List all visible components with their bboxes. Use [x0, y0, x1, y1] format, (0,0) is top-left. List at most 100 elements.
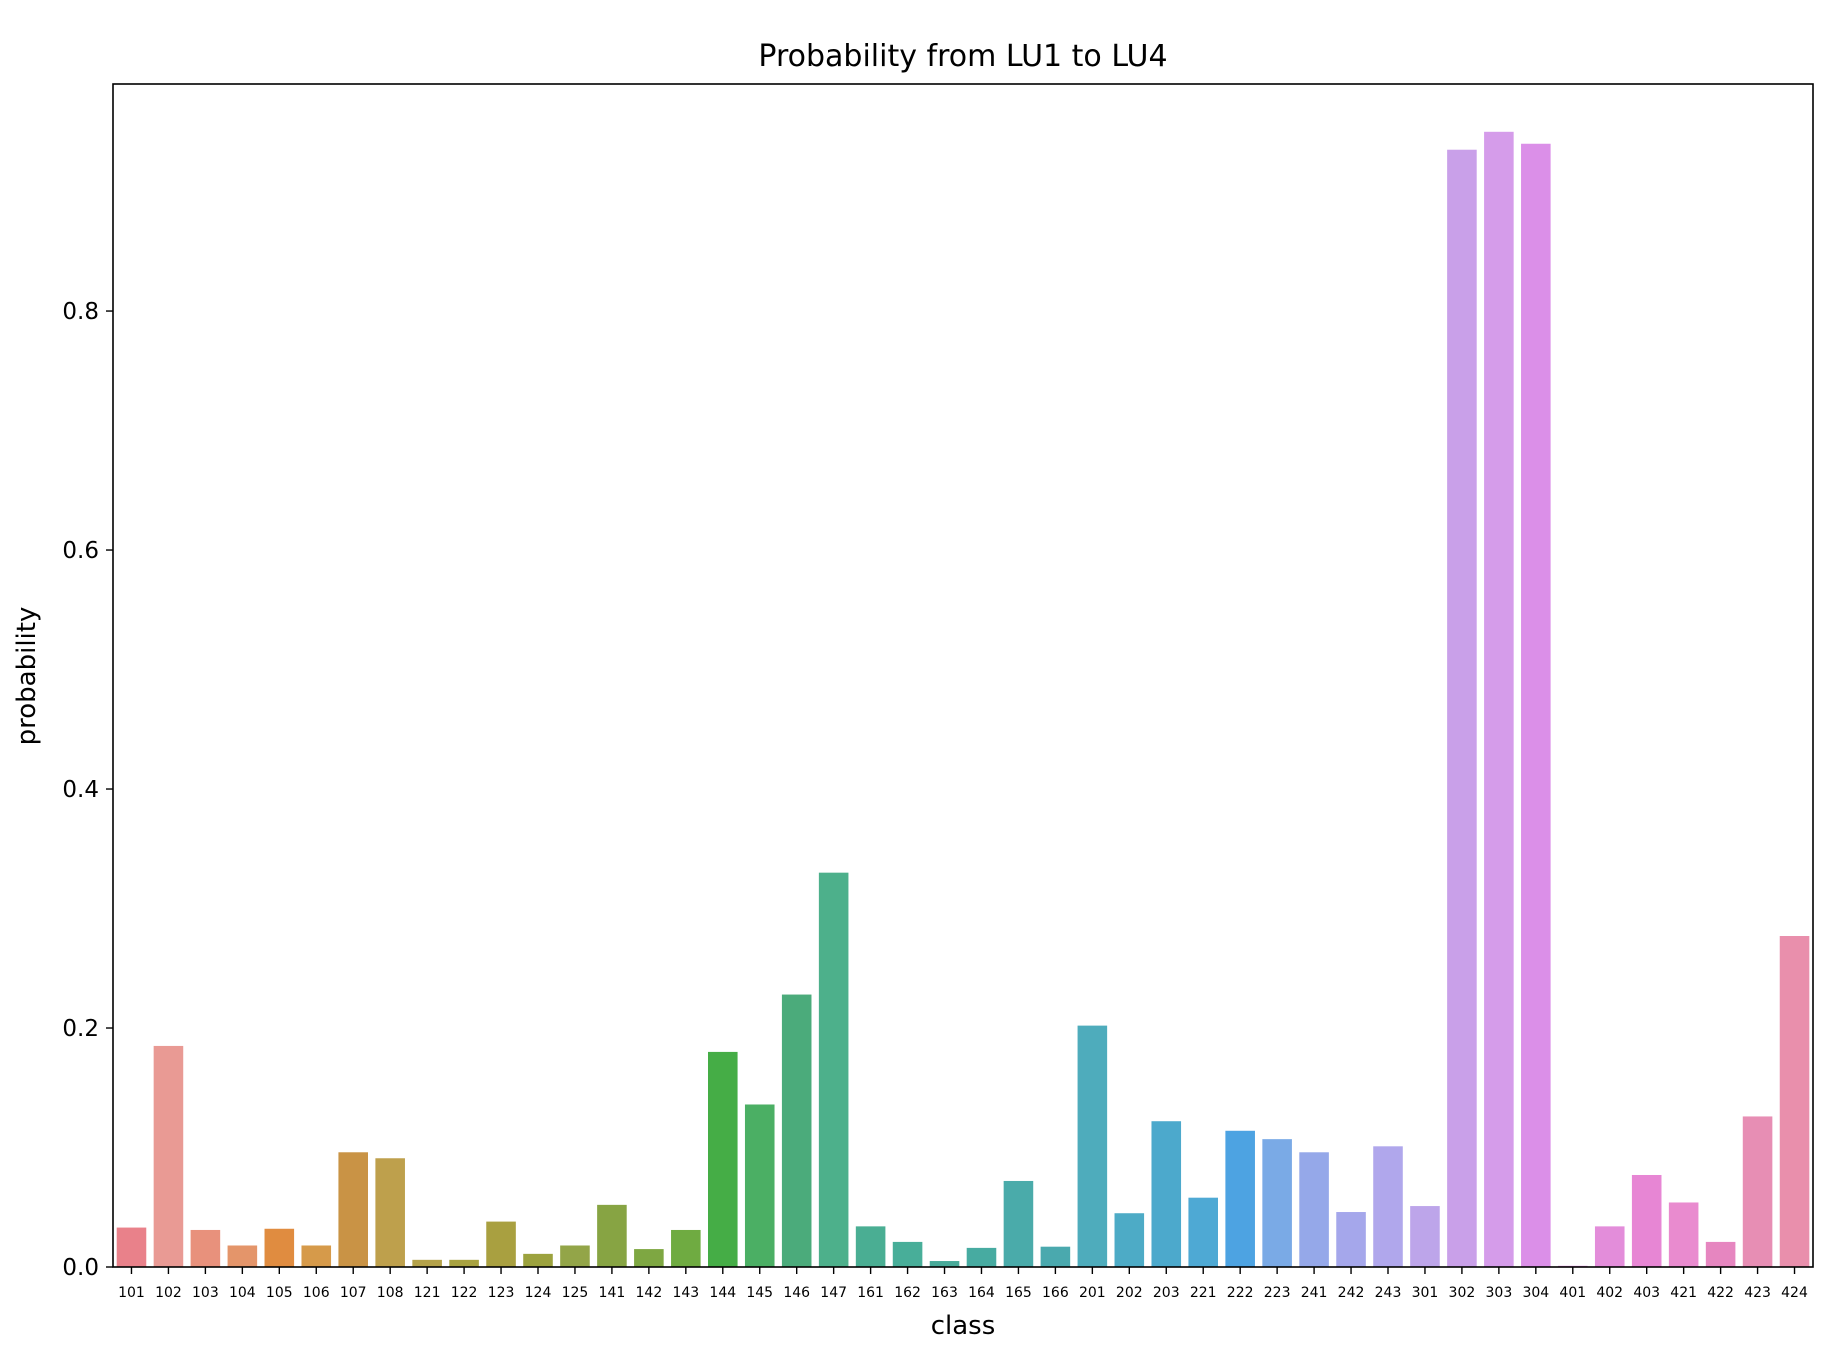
bar-146: [781, 994, 812, 1267]
x-tick-label-163: 163: [931, 1285, 958, 1301]
bar-422: [1705, 1241, 1736, 1267]
x-tick-label-401: 401: [1559, 1285, 1586, 1301]
bar-166: [1040, 1246, 1071, 1267]
y-tick-label-0.0: 0.0: [62, 1255, 99, 1281]
bar-241: [1299, 1152, 1329, 1267]
bar-203: [1151, 1121, 1182, 1267]
plot-frame: [112, 83, 1814, 1268]
bar-301: [1410, 1206, 1440, 1267]
y-axis: 0.0 0.2 0.4 0.6 0.8: [62, 299, 113, 1281]
bar-147: [818, 872, 849, 1267]
bar-107: [338, 1152, 368, 1267]
bar-421: [1668, 1202, 1699, 1267]
x-tick-label-402: 402: [1596, 1285, 1623, 1301]
x-tick-label-124: 124: [525, 1285, 552, 1301]
bar-102: [153, 1045, 184, 1267]
bar-164: [966, 1247, 997, 1267]
x-tick-label-422: 422: [1707, 1285, 1734, 1301]
bar-165: [1003, 1180, 1034, 1267]
x-tick-label-162: 162: [894, 1285, 921, 1301]
bar-144: [708, 1051, 738, 1267]
bar-143: [671, 1229, 701, 1267]
x-tick-label-201: 201: [1079, 1285, 1106, 1301]
x-tick-label-143: 143: [672, 1285, 699, 1301]
x-tick-label-242: 242: [1338, 1285, 1365, 1301]
x-tick-label-301: 301: [1412, 1285, 1439, 1301]
bar-304: [1521, 143, 1551, 1267]
x-tick-label-243: 243: [1375, 1285, 1402, 1301]
bar-423: [1742, 1116, 1773, 1267]
x-tick-label-147: 147: [820, 1285, 847, 1301]
x-tick-label-121: 121: [414, 1285, 441, 1301]
x-axis-title: class: [931, 1311, 996, 1341]
y-tick-label-0.2: 0.2: [62, 1016, 99, 1042]
bar-105: [264, 1228, 295, 1267]
bar-122: [449, 1259, 479, 1267]
x-tick-label-304: 304: [1522, 1285, 1549, 1301]
bar-222: [1225, 1130, 1255, 1267]
bar-142: [634, 1249, 664, 1267]
chart-title: Probability from LU1 to LU4: [758, 39, 1167, 74]
bar-108: [375, 1158, 405, 1267]
bar-202: [1114, 1213, 1145, 1267]
x-tick-label-105: 105: [266, 1285, 293, 1301]
x-tick-label-403: 403: [1633, 1285, 1660, 1301]
x-tick-label-144: 144: [709, 1285, 736, 1301]
bar-141: [597, 1204, 627, 1267]
x-tick-label-203: 203: [1153, 1285, 1180, 1301]
bar-106: [301, 1245, 332, 1267]
bar-161: [855, 1226, 886, 1267]
x-tick-label-125: 125: [562, 1285, 589, 1301]
bar-163: [929, 1261, 960, 1267]
bar-403: [1631, 1174, 1662, 1267]
bar-221: [1188, 1197, 1218, 1267]
x-tick-label-101: 101: [118, 1285, 145, 1301]
x-tick-label-122: 122: [451, 1285, 478, 1301]
x-tick-label-103: 103: [192, 1285, 219, 1301]
bar-124: [523, 1253, 553, 1267]
bar-201: [1077, 1025, 1108, 1267]
x-tick-label-142: 142: [636, 1285, 663, 1301]
x-tick-label-302: 302: [1449, 1285, 1476, 1301]
y-tick-label-0.6: 0.6: [62, 538, 99, 564]
bar-125: [560, 1245, 590, 1267]
bar-223: [1262, 1139, 1292, 1267]
x-tick-label-202: 202: [1116, 1285, 1143, 1301]
bar-101: [116, 1227, 147, 1267]
y-tick-label-0.4: 0.4: [62, 777, 99, 803]
x-tick-label-424: 424: [1781, 1285, 1808, 1301]
bar-162: [892, 1241, 923, 1267]
x-tick-label-106: 106: [303, 1285, 330, 1301]
x-tick-label-166: 166: [1042, 1285, 1069, 1301]
x-tick-label-146: 146: [783, 1285, 810, 1301]
bar-424: [1779, 936, 1810, 1267]
x-tick-label-164: 164: [968, 1285, 995, 1301]
x-tick-label-104: 104: [229, 1285, 256, 1301]
x-tick-label-221: 221: [1190, 1285, 1217, 1301]
bar-121: [412, 1259, 442, 1267]
y-axis-title: probability: [12, 607, 42, 746]
bar-242: [1336, 1212, 1366, 1267]
y-tick-label-0.8: 0.8: [62, 299, 99, 325]
x-tick-label-303: 303: [1486, 1285, 1513, 1301]
x-tick-label-421: 421: [1670, 1285, 1697, 1301]
bar-104: [227, 1245, 258, 1267]
x-axis: 101 102 103 104 105 106 107 108 121 122 123 124 125 1…: [118, 1267, 1808, 1301]
x-tick-label-165: 165: [1005, 1285, 1032, 1301]
x-tick-label-145: 145: [746, 1285, 773, 1301]
bar-302: [1447, 149, 1477, 1268]
bar-145: [744, 1104, 775, 1267]
bar-103: [190, 1229, 221, 1267]
bar-243: [1373, 1146, 1403, 1267]
x-tick-label-223: 223: [1264, 1285, 1291, 1301]
bar-402: [1594, 1226, 1625, 1267]
x-tick-label-222: 222: [1227, 1285, 1254, 1301]
x-tick-label-108: 108: [377, 1285, 404, 1301]
x-tick-label-141: 141: [599, 1285, 626, 1301]
x-tick-label-423: 423: [1744, 1285, 1771, 1301]
x-tick-label-241: 241: [1301, 1285, 1328, 1301]
bars-group: [116, 131, 1810, 1268]
x-tick-label-123: 123: [488, 1285, 515, 1301]
x-tick-label-107: 107: [340, 1285, 367, 1301]
